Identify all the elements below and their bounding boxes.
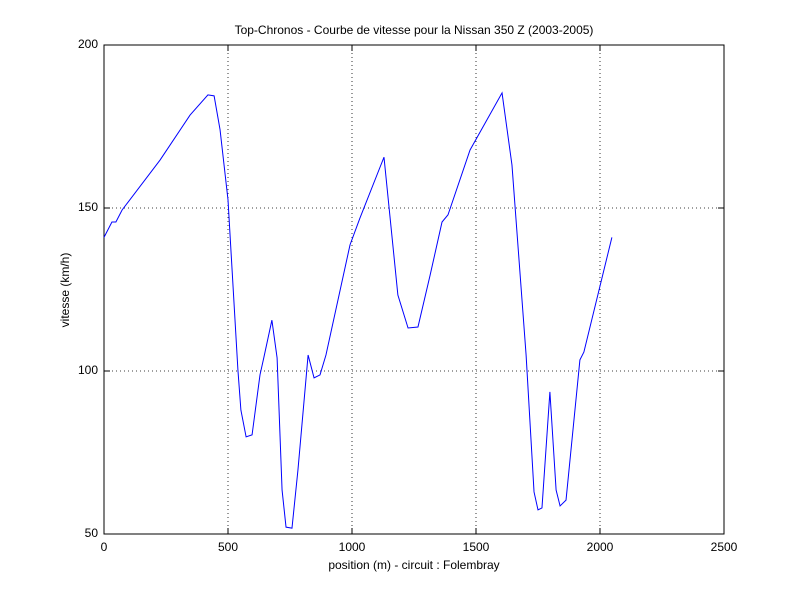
x-axis-label: position (m) - circuit : Folembray bbox=[328, 558, 499, 572]
x-tick-label: 2500 bbox=[711, 540, 738, 554]
y-tick-label: 150 bbox=[78, 200, 98, 214]
x-tick-label: 1500 bbox=[463, 540, 490, 554]
y-tick-label: 200 bbox=[78, 37, 98, 51]
plot-frame bbox=[103, 44, 725, 535]
x-tick-label: 500 bbox=[218, 540, 238, 554]
x-tick-label: 0 bbox=[101, 540, 108, 554]
y-axis-label: vitesse (km/h) bbox=[58, 253, 72, 328]
y-tick-label: 100 bbox=[78, 363, 98, 377]
x-tick-label: 2000 bbox=[587, 540, 614, 554]
chart-title: Top-Chronos - Courbe de vitesse pour la … bbox=[235, 23, 594, 37]
speed-line bbox=[103, 91, 613, 529]
x-tick-label: 1000 bbox=[339, 540, 366, 554]
y-tick-label: 50 bbox=[85, 526, 99, 540]
